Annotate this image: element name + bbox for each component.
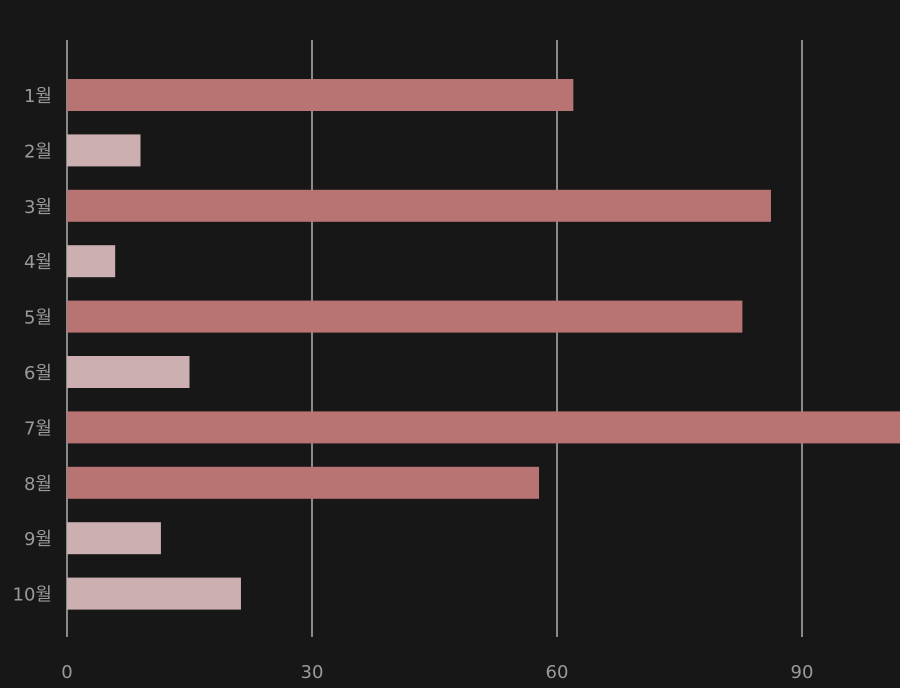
category-label: 3월 xyxy=(24,197,52,218)
bar-2 xyxy=(67,134,141,167)
x-tick-label: 0 xyxy=(61,662,72,683)
bars xyxy=(67,79,900,610)
category-label: 4월 xyxy=(24,252,52,273)
x-tick-label: 60 xyxy=(546,662,569,683)
bar-10 xyxy=(67,577,241,610)
bar-6 xyxy=(67,356,190,388)
category-label: 9월 xyxy=(24,529,52,550)
category-label: 2월 xyxy=(24,141,52,162)
category-label: 6월 xyxy=(24,363,52,384)
bar-1 xyxy=(67,79,574,111)
grid-lines xyxy=(66,40,803,637)
x-tick-label: 30 xyxy=(301,662,324,683)
bar-8 xyxy=(67,466,540,499)
x-tick-labels: 0 30 60 90 xyxy=(61,662,813,683)
bar-7 xyxy=(67,411,900,444)
category-labels: 1월 2월 3월 4월 5월 6월 7월 8월 9월 10월 xyxy=(13,86,52,606)
category-label: 5월 xyxy=(24,308,52,329)
bar-5 xyxy=(67,300,743,333)
category-label: 10월 xyxy=(13,585,52,606)
bar-9 xyxy=(67,522,161,555)
x-tick-label: 90 xyxy=(791,662,814,683)
category-label: 7월 xyxy=(24,418,52,439)
category-label: 8월 xyxy=(24,474,52,495)
bar-3 xyxy=(67,189,771,222)
category-label: 1월 xyxy=(24,86,52,107)
bar-4 xyxy=(67,245,116,278)
